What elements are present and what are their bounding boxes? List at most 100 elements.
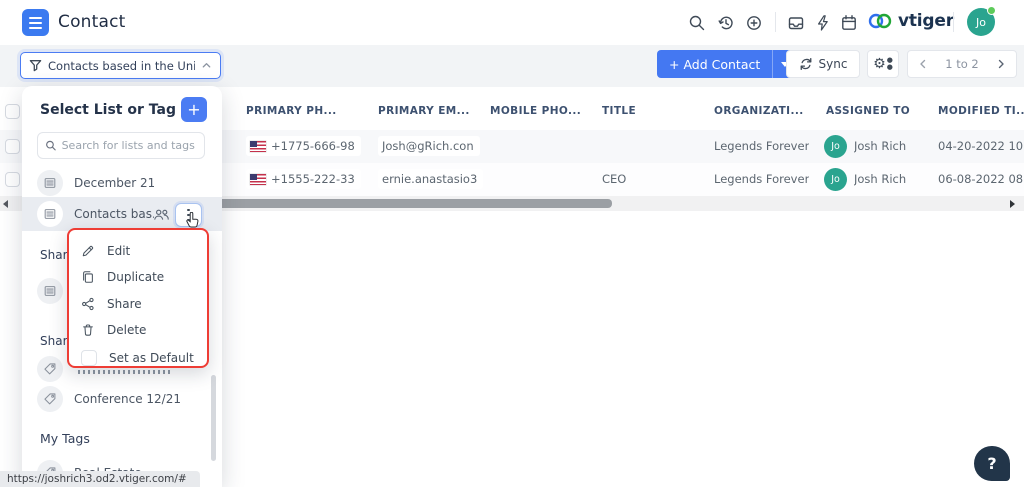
- calendar-icon[interactable]: [840, 14, 858, 32]
- list-icon: [37, 277, 63, 304]
- top-header: Contact vtiger: [0, 0, 1024, 45]
- menu-item-label: Delete: [107, 323, 147, 337]
- plus-icon: +: [187, 100, 201, 119]
- status-bar: https://joshrich3.od2.vtiger.com/#: [0, 471, 200, 487]
- mouse-cursor-icon: [185, 211, 200, 233]
- assignee-avatar: Jo: [824, 135, 847, 158]
- status-url: https://joshrich3.od2.vtiger.com/#: [7, 473, 187, 485]
- cell-organization: Legends Forever: [714, 172, 810, 186]
- menu-item-label: Duplicate: [107, 270, 165, 284]
- menu-item-label: Set as Default: [109, 351, 194, 365]
- filter-label: Contacts based in the Unit...: [48, 58, 195, 73]
- user-avatar[interactable]: Jo: [967, 6, 996, 36]
- vtiger-brand[interactable]: vtiger: [866, 10, 954, 32]
- tag-item-conference[interactable]: Conference 12/21: [22, 382, 222, 415]
- cell-title: CEO: [602, 172, 627, 186]
- menu-item-share[interactable]: Share: [81, 292, 197, 316]
- menu-item-label: Edit: [107, 244, 131, 258]
- menu-item-delete[interactable]: Delete: [81, 318, 197, 342]
- copy-icon: [83, 271, 93, 283]
- customize-columns-button[interactable]: ⚙ ● ●: [867, 50, 899, 78]
- menu-item-set-as-default[interactable]: Set as Default: [81, 346, 197, 370]
- gear-dots-icon: ● ●: [886, 56, 893, 71]
- section-my-tags: My Tags: [40, 431, 90, 446]
- select-all-checkbox[interactable]: [5, 104, 20, 119]
- list-search-box: [37, 132, 205, 159]
- set-default-checkbox[interactable]: [81, 350, 97, 366]
- column-header-mobile-phone[interactable]: MOBILE PHO...: [490, 105, 582, 117]
- cell-primary-phone: +1555-222-33: [246, 169, 361, 189]
- shared-users-icon[interactable]: [153, 208, 170, 221]
- help-button[interactable]: ?: [974, 446, 1010, 481]
- cell-primary-email: ernie.anastasio3: [378, 169, 484, 189]
- header-divider-2: [953, 12, 954, 32]
- horizontal-scrollbar-thumb[interactable]: [28, 199, 612, 208]
- history-icon[interactable]: [717, 14, 735, 32]
- chevron-down-icon: [780, 61, 789, 67]
- column-header-assigned-to[interactable]: ASSIGNED TO: [826, 105, 911, 117]
- cell-organization: Legends Forever: [714, 139, 810, 153]
- list-item-label: Contacts bas...: [74, 207, 154, 221]
- cell-assigned-to: Josh Rich: [854, 139, 907, 153]
- list-options-context-menu: Edit Duplicate Share Delete Set as Defau…: [67, 228, 209, 368]
- us-flag-icon: [250, 140, 266, 152]
- inbox-icon[interactable]: [787, 14, 805, 32]
- list-item-hidden[interactable]: [22, 274, 222, 307]
- column-header-modified-time[interactable]: MODIFIED TI...: [938, 105, 1024, 117]
- cell-primary-phone: +1775-666-98: [246, 136, 361, 156]
- pencil-icon: [82, 245, 94, 257]
- tag-icon: [37, 385, 63, 412]
- add-contact-button[interactable]: + Add Contact: [657, 50, 773, 78]
- sync-button[interactable]: Sync: [786, 50, 860, 78]
- page-prev-icon[interactable]: [918, 59, 928, 69]
- add-contact-label: + Add Contact: [669, 56, 761, 72]
- page-next-icon[interactable]: [996, 59, 1006, 69]
- menu-item-duplicate[interactable]: Duplicate: [81, 265, 197, 289]
- actions-bolt-icon[interactable]: [814, 14, 832, 32]
- column-header-primary-email[interactable]: PRIMARY EM...: [378, 105, 470, 117]
- sync-label: Sync: [818, 57, 848, 71]
- gear-icon: ⚙: [873, 56, 886, 72]
- cell-modified-time: 04-20-2022 10:07: [938, 139, 1024, 153]
- list-item-december-21-tag[interactable]: December 21 Tag: [22, 166, 222, 199]
- scroll-left-arrow[interactable]: [3, 200, 8, 208]
- obscured-item-text: [78, 370, 170, 374]
- row-checkbox[interactable]: [5, 172, 20, 187]
- presence-dot: [987, 6, 996, 15]
- search-icon[interactable]: [688, 14, 706, 32]
- add-record-icon[interactable]: [745, 14, 763, 32]
- header-divider: [775, 12, 776, 32]
- tag-item-hidden[interactable]: [22, 352, 222, 385]
- scroll-right-arrow[interactable]: [1010, 200, 1015, 208]
- tag-icon: [37, 355, 63, 382]
- column-header-title[interactable]: TITLE: [602, 105, 637, 117]
- cell-primary-email: Josh@gRich.con: [378, 136, 480, 156]
- menu-item-edit[interactable]: Edit: [81, 239, 197, 263]
- pagination-control: 1 to 2: [907, 50, 1017, 78]
- page-title: Contact: [58, 12, 126, 32]
- chevron-up-icon: [202, 63, 211, 68]
- row-checkbox[interactable]: [5, 139, 20, 154]
- panel-scrollbar-thumb[interactable]: [211, 375, 216, 461]
- column-header-primary-phone[interactable]: PRIMARY PH...: [246, 105, 337, 117]
- add-list-button[interactable]: +: [181, 97, 207, 122]
- search-icon: [46, 140, 56, 151]
- list-item-label: December 21 Tag: [74, 175, 154, 190]
- avatar-initials: Jo: [976, 15, 986, 29]
- list-filter-button[interactable]: Contacts based in the Unit...: [20, 52, 221, 79]
- share-icon: [82, 297, 94, 311]
- hamburger-menu-button[interactable]: [22, 9, 49, 36]
- list-search-input[interactable]: [61, 139, 197, 152]
- add-contact-split-button: + Add Contact: [657, 50, 797, 78]
- trash-icon: [83, 324, 93, 336]
- us-flag-icon: [250, 173, 266, 185]
- column-header-organization[interactable]: ORGANIZATI...: [714, 105, 804, 117]
- list-icon: [37, 201, 63, 227]
- panel-title: Select List or Tag: [40, 102, 176, 118]
- funnel-icon: [29, 60, 42, 72]
- tag-item-label: Conference 12/21: [74, 391, 181, 406]
- question-mark-icon: ?: [987, 454, 997, 473]
- menu-item-label: Share: [107, 297, 142, 311]
- vtiger-logo-icon: [866, 10, 894, 32]
